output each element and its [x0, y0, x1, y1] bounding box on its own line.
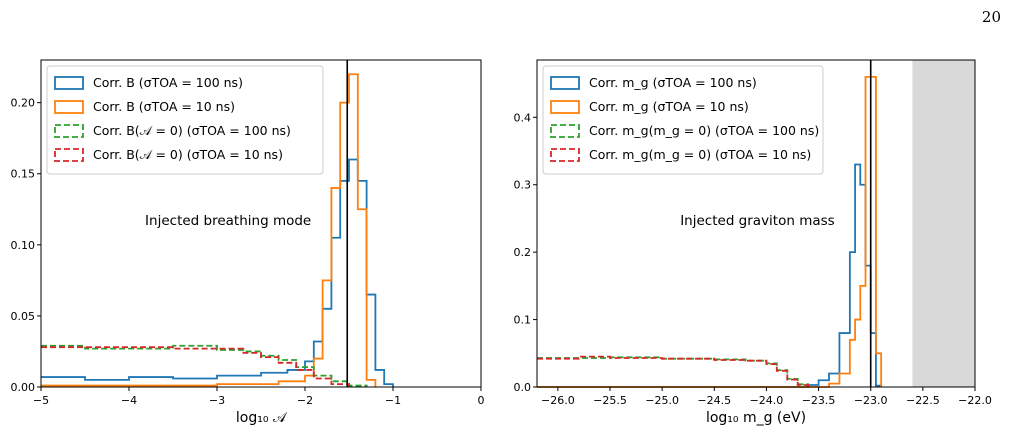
legend-box: [46, 65, 324, 175]
legend-swatch: [54, 148, 84, 162]
y-tick-label: 0.20: [11, 97, 36, 110]
legend-entry-label: Corr. B(𝒜 = 0) (σTOA = 100 ns): [93, 123, 291, 138]
x-tick-label: −1: [385, 394, 401, 407]
legend-swatch: [54, 124, 84, 138]
y-tick-label: 0.15: [11, 168, 36, 181]
x-tick-label: −5: [33, 394, 49, 407]
excluded-region: [912, 60, 975, 387]
x-axis-label: log₁₀ m_g (eV): [706, 410, 806, 426]
series-line-3: [537, 356, 810, 387]
chart-panel-1: −5 −4 −3 −2 −1 0 0.00 0.05 0.10 0.15 0.20 log₁₀ 𝒜 In…: [11, 59, 485, 426]
x-tick-label: −22.0: [958, 394, 992, 407]
y-tick-label: 0.3: [514, 179, 532, 192]
chart-panel-2: −26.0 −25.5 −25.0 −24.5 −24.0 −23.5 −23.0 −22.5…: [514, 59, 992, 426]
x-tick-label: −3: [209, 394, 225, 407]
page-number: 20: [981, 8, 1001, 26]
x-tick-label: −22.5: [906, 394, 940, 407]
y-tick-label: 0.10: [11, 239, 36, 252]
x-tick-label: −2: [297, 394, 313, 407]
series-line-4: [537, 355, 810, 387]
annotation-label: Injected breathing mode: [145, 213, 311, 229]
y-tick-label: 0.05: [11, 310, 36, 323]
legend-entry-label: Corr. m_g(m_g = 0) (σTOA = 100 ns): [589, 123, 819, 138]
y-tick-label: 0.0: [514, 381, 532, 394]
x-tick-label: −25.5: [593, 394, 627, 407]
legend: Corr. B (σTOA = 100 ns) Corr. B (σTOA = 1…: [46, 65, 324, 175]
legend-entry-label: Corr. B(𝒜 = 0) (σTOA = 10 ns): [93, 147, 283, 162]
x-tick-label: 0: [478, 394, 485, 407]
series-line-1: [537, 163, 883, 388]
legend-swatch: [550, 124, 580, 138]
x-tick-label: −25.0: [645, 394, 679, 407]
x-tick-label: −26.0: [541, 394, 575, 407]
legend-entry-label: Corr. m_g(m_g = 0) (σTOA = 10 ns): [589, 147, 811, 162]
legend-swatch: [54, 76, 84, 90]
legend-entry-label: Corr. B (σTOA = 10 ns): [93, 99, 235, 114]
x-tick-label: −24.5: [697, 394, 731, 407]
legend: Corr. m_g (σTOA = 100 ns) Corr. m_g (σTOA…: [542, 65, 824, 175]
x-tick-label: −23.0: [854, 394, 888, 407]
x-tick-label: −24.0: [750, 394, 784, 407]
annotation-label: Injected graviton mass: [680, 213, 835, 229]
series-line-1: [41, 158, 394, 387]
legend-swatch: [550, 100, 580, 114]
y-tick-label: 0.00: [11, 381, 36, 394]
series-line-2: [41, 73, 377, 387]
y-tick-label: 0.1: [514, 314, 532, 327]
legend-swatch: [550, 76, 580, 90]
legend-entry-label: Corr. B (σTOA = 100 ns): [93, 75, 243, 90]
x-tick-label: −4: [121, 394, 137, 407]
legend-entry-label: Corr. m_g (σTOA = 10 ns): [589, 99, 749, 114]
series-line-4: [41, 346, 350, 387]
y-tick-label: 0.2: [514, 246, 532, 259]
plot-frame: [40, 59, 482, 388]
legend-box: [542, 65, 824, 175]
legend-entry-label: Corr. m_g (σTOA = 100 ns): [589, 75, 757, 90]
x-tick-label: −23.5: [802, 394, 836, 407]
series-line-3: [41, 344, 368, 387]
legend-swatch: [54, 100, 84, 114]
legend-swatch: [550, 148, 580, 162]
plot-frame: [536, 59, 976, 388]
y-tick-label: 0.4: [514, 111, 532, 124]
x-axis-label: log₁₀ 𝒜: [236, 410, 288, 426]
series-line-2: [537, 75, 883, 388]
